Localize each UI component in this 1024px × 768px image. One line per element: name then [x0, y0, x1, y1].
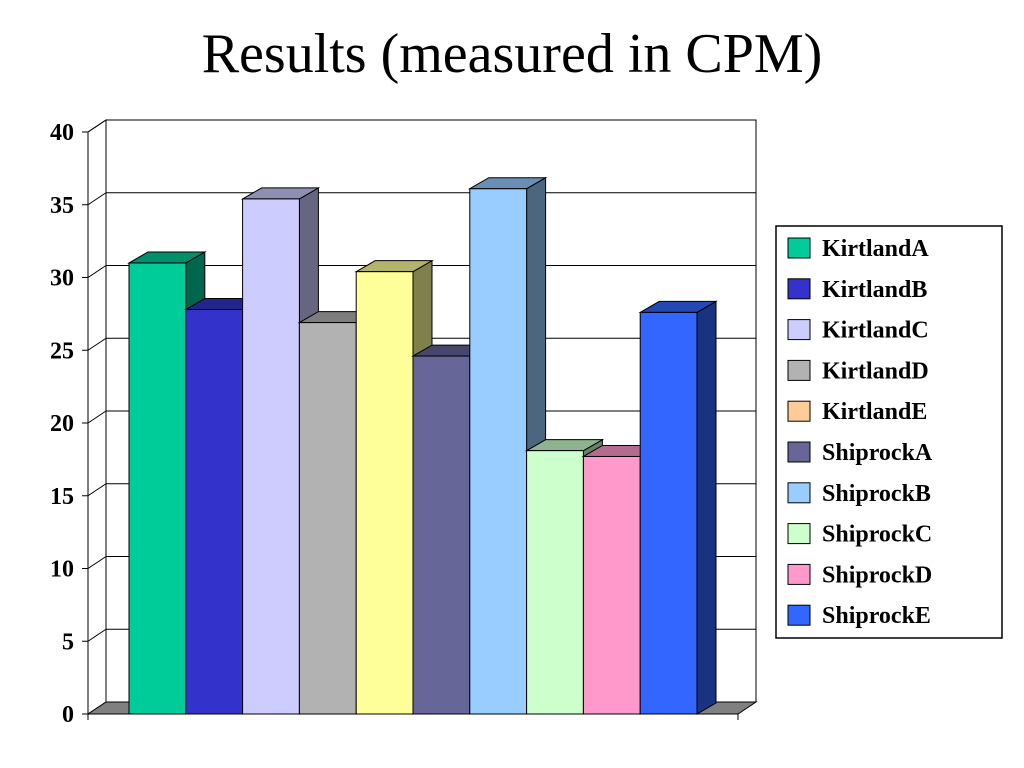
gridline-side [87, 410, 107, 424]
legend-swatch [787, 400, 811, 422]
legend: KirtlandA KirtlandB KirtlandC KirtlandD Kirt… [775, 225, 1003, 639]
gridline-side [87, 628, 107, 642]
y-tick-label: 30 [50, 266, 74, 292]
legend-swatch [787, 482, 811, 504]
bar [355, 271, 414, 715]
y-tick-label: 10 [50, 557, 74, 583]
bar [639, 311, 698, 715]
bar [582, 455, 641, 715]
legend-swatch [787, 523, 811, 545]
slide-title: Results (measured in CPM) [201, 23, 823, 85]
legend-swatch [787, 278, 811, 300]
bar [242, 198, 300, 715]
y-tick-label: 15 [50, 484, 74, 510]
legend-swatch [787, 604, 811, 626]
gridline-side [87, 337, 107, 351]
legend-item-label: KirtlandA [822, 236, 929, 262]
legend-item-label: KirtlandD [822, 358, 929, 384]
gridline-side [87, 192, 107, 206]
legend-swatch [787, 237, 811, 259]
legend-item-label: ShiprockC [822, 522, 932, 548]
gridline-side [87, 119, 107, 133]
gridline-side [87, 483, 107, 497]
y-tick-label: 20 [50, 411, 74, 437]
legend-item-label: KirtlandC [822, 318, 929, 344]
gridline-side [87, 556, 107, 569]
legend-item-label: ShiprockA [822, 440, 933, 466]
bar-side [696, 300, 717, 715]
bars [127, 176, 718, 715]
bar [298, 322, 357, 715]
legend-swatch [787, 563, 811, 585]
y-tick-label: 40 [50, 120, 74, 146]
y-tick-label: 5 [62, 629, 74, 655]
legend-swatch [787, 441, 811, 463]
legend-item-label: ShiprockE [822, 603, 931, 629]
legend-swatch [787, 359, 811, 381]
legend-box [775, 225, 1003, 639]
bar-ShiprockB [467, 176, 548, 715]
legend-item-label: ShiprockB [822, 481, 931, 507]
bar [469, 188, 528, 715]
y-tick-label: 0 [62, 702, 74, 728]
y-axis: 0 5 10 15 20 25 30 35 40 [50, 120, 89, 728]
bar [185, 309, 244, 715]
legend-item-label: KirtlandE [822, 399, 927, 425]
bar [128, 262, 187, 715]
y-tick-label: 35 [50, 193, 74, 219]
gridline-side [87, 265, 107, 278]
legend-item-label: KirtlandB [822, 277, 927, 303]
legend-item-label: ShiprockD [822, 562, 932, 588]
legend-swatch [787, 319, 811, 341]
bar [412, 355, 471, 715]
bar [526, 450, 584, 715]
bar-ShiprockE [638, 300, 718, 715]
y-tick-label: 25 [50, 338, 74, 364]
